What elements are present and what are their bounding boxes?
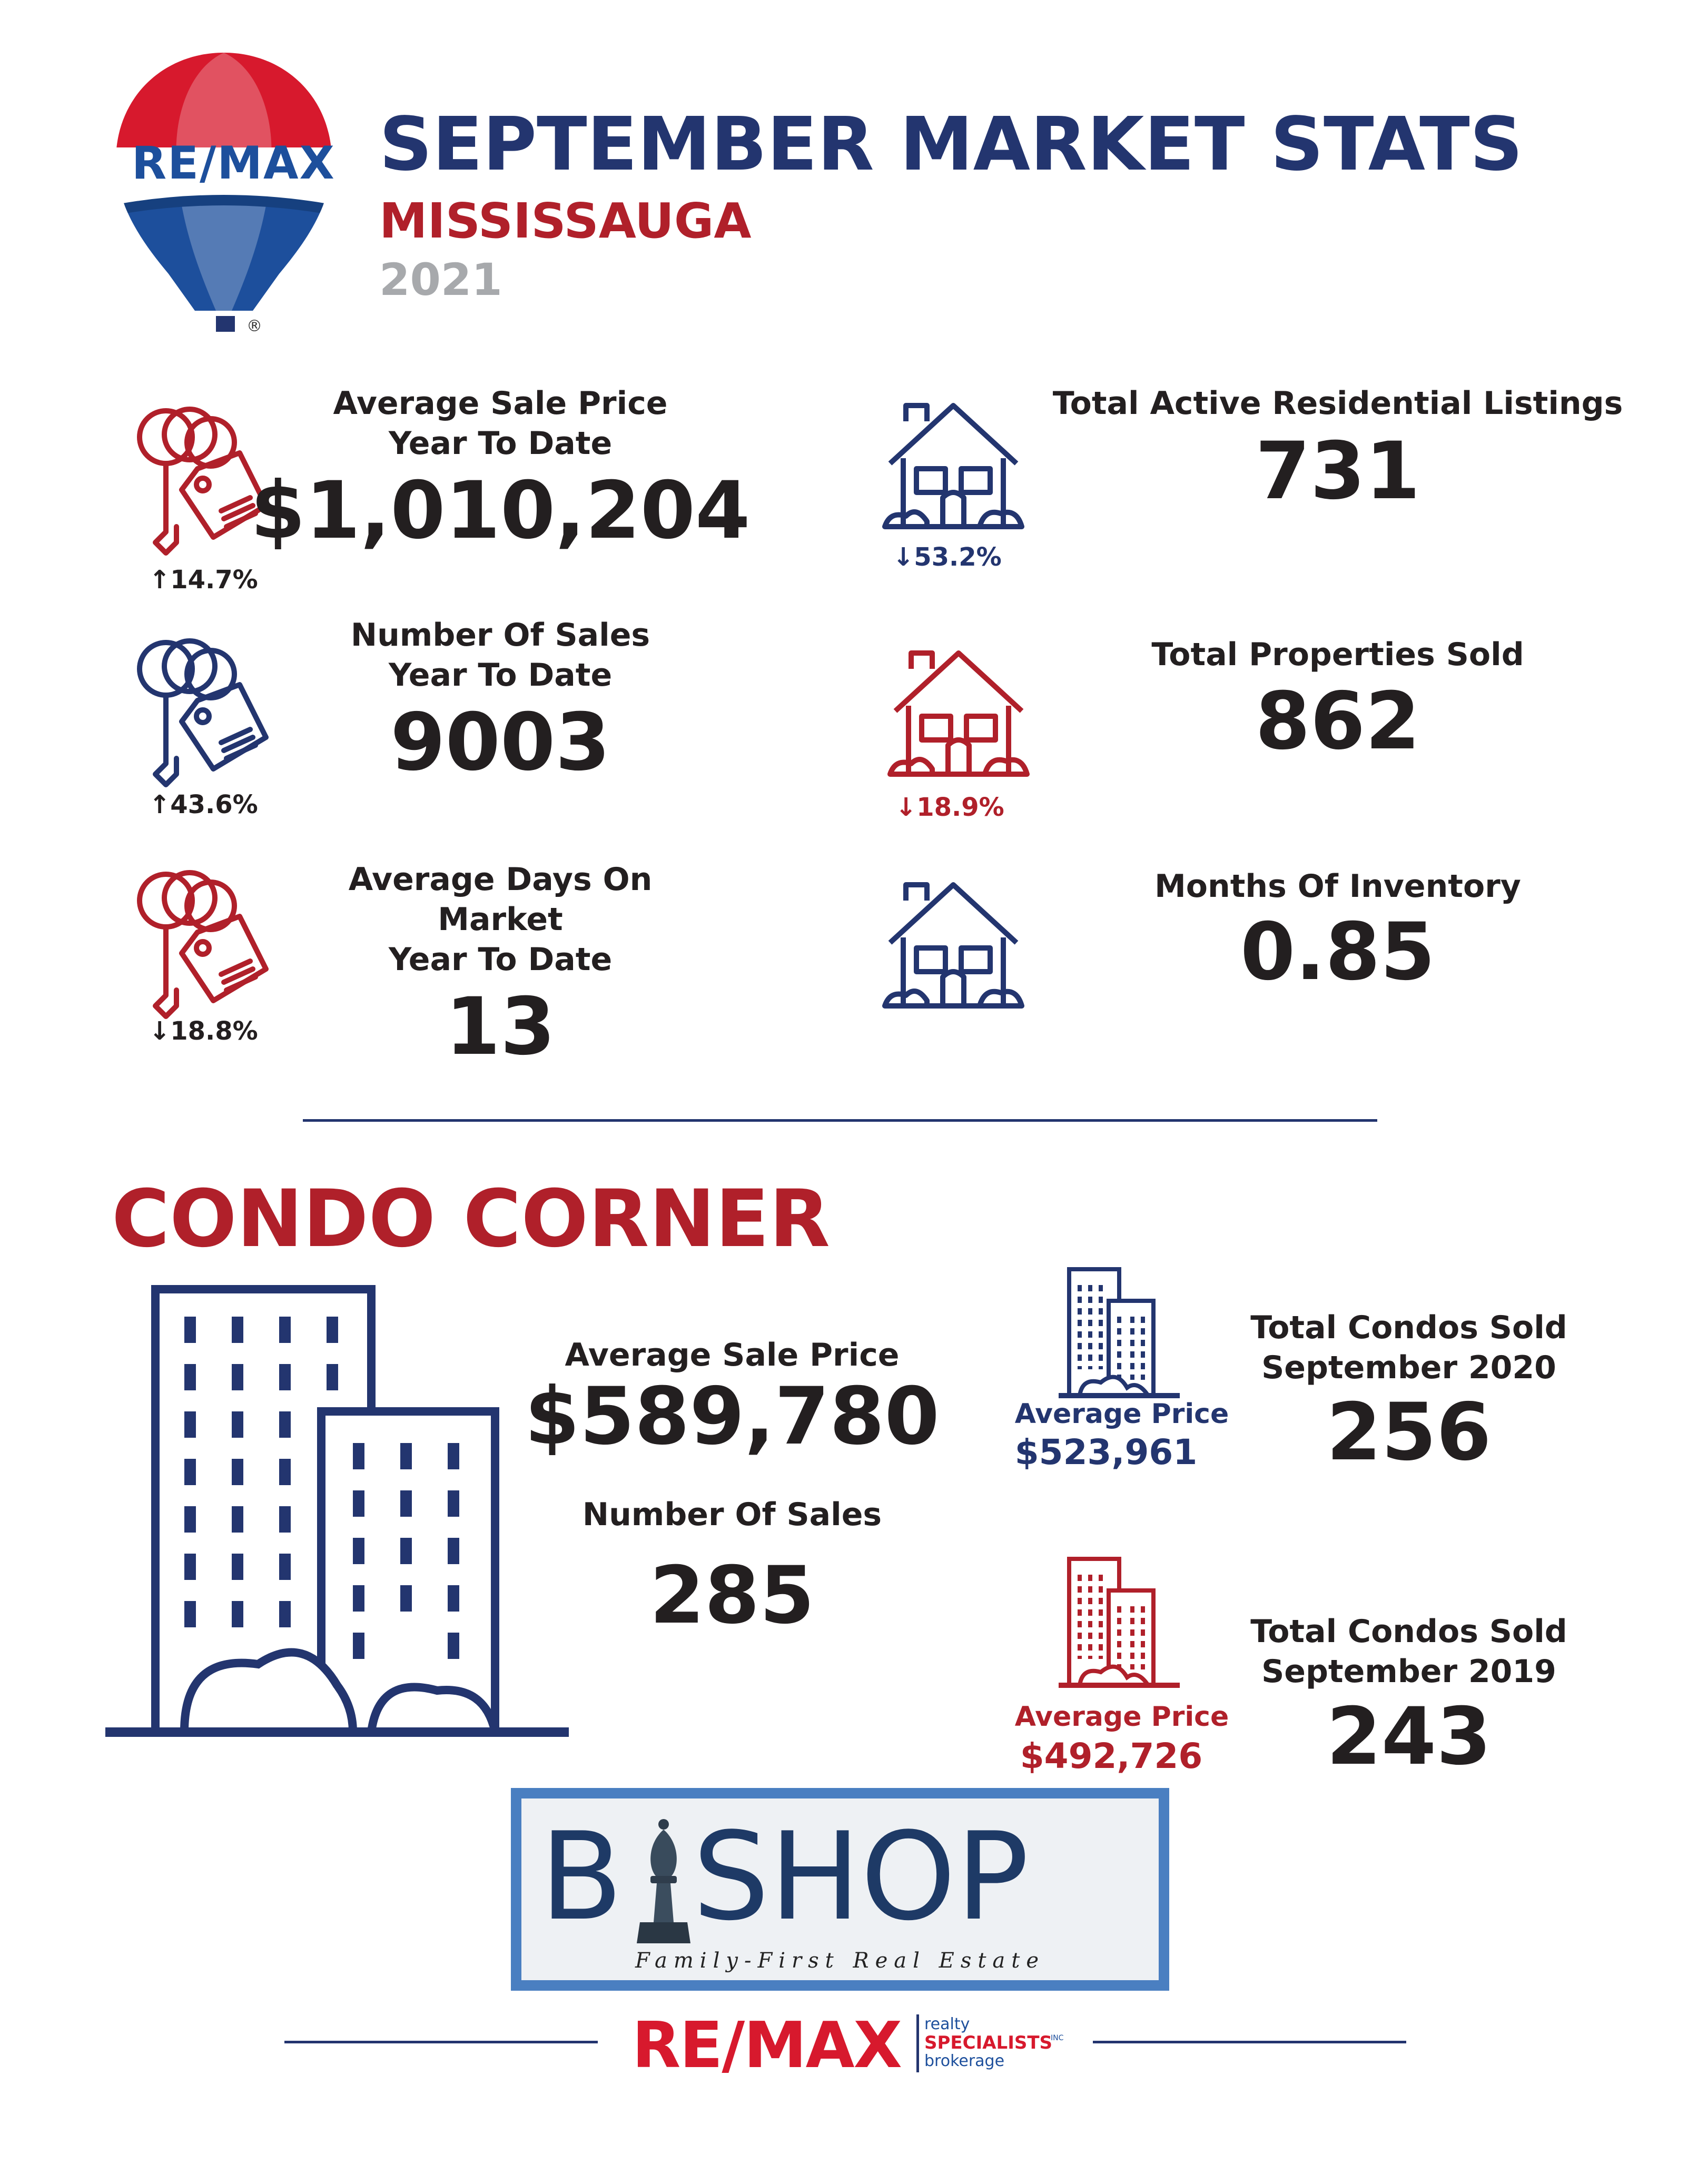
change-indicator: ↓18.8% [149,1016,258,1046]
compare-avg-value: $523,961 [1014,1432,1198,1473]
change-indicator: ↑14.7% [149,565,258,595]
stat-value: 0.85 [1240,906,1436,998]
stat-value: 731 [1255,426,1420,517]
keys-tag-icon [134,406,271,564]
footer-logo-divider [916,2014,919,2072]
bishop-logo-left: B [540,1807,623,1948]
stat-label: Year To Date [388,657,613,694]
page-title: SEPTEMBER MARKET STATS [379,102,1523,187]
balloon-logo-text: RE/MAX [132,137,335,190]
stat-label: Year To Date [388,941,613,978]
compare-avg-label: Average Price [1014,1398,1229,1430]
registered-mark: ® [246,317,262,335]
stat-label: Year To Date [388,425,613,462]
city-name: MISSISSAUGA [379,193,752,249]
condo-sales-value: 285 [649,1550,815,1642]
condo-tower-icon [1059,1554,1180,1691]
condo-tower-icon [1059,1264,1180,1401]
stat-label: Average Sale Price [333,385,668,422]
footer-remax-logo: RE/MAX [632,2009,902,2082]
stat-label: Market [438,901,563,938]
bishop-logo: B SHOP Family-First Real Estate [511,1788,1169,1991]
stat-label: Number Of Sales [350,617,650,654]
change-indicator: ↓53.2% [893,542,1002,572]
stat-label: Total Properties Sold [1151,636,1524,673]
stat-label: Months Of Inventory [1154,868,1521,905]
condo-building-icon [105,1285,569,1748]
house-icon [882,400,1024,537]
keys-tag-icon [134,869,271,1027]
house-icon [882,879,1024,1016]
keys-tag-icon [134,637,271,795]
footer-rule-left [284,2041,598,2043]
footer-logo-sub1: realty [924,2015,970,2033]
compare-label: Total Condos Sold [1250,1613,1567,1650]
compare-avg-value: $492,726 [1020,1736,1203,1776]
report-year: 2021 [379,254,502,305]
compare-label: September 2019 [1261,1653,1556,1690]
remax-balloon-logo: RE/MAX ® [111,47,337,342]
stat-label: Total Active Residential Listings [1052,385,1623,422]
footer-rule-right [1093,2041,1406,2043]
footer-logo-sub2: SPECIALISTS [924,2032,1053,2053]
stat-value: 862 [1255,676,1420,767]
change-indicator: ↓18.9% [895,793,1004,822]
section-divider [303,1119,1377,1122]
condo-sales-label: Number Of Sales [582,1496,882,1533]
chess-bishop-icon [635,1817,693,1946]
compare-label: September 2020 [1261,1349,1556,1386]
stat-value: 13 [445,981,556,1073]
footer-logo-sub3: brokerage [924,2052,1005,2070]
compare-label: Total Condos Sold [1250,1309,1567,1346]
stat-value: 9003 [390,697,610,788]
compare-value: 256 [1326,1387,1492,1478]
condo-heading: CONDO CORNER [112,1173,830,1265]
bishop-tagline: Family-First Real Estate [635,1949,1045,1973]
stat-label: Average Days On [348,861,653,898]
compare-value: 243 [1326,1691,1492,1783]
change-indicator: ↑43.6% [149,790,258,819]
stat-value: $1,010,204 [250,465,751,557]
house-icon [887,648,1030,785]
bishop-logo-right: SHOP [693,1807,1029,1948]
condo-avg-price-value: $589,780 [525,1371,940,1462]
compare-avg-label: Average Price [1014,1701,1229,1733]
condo-avg-price-label: Average Sale Price [565,1337,900,1373]
footer-logo-inc: INC [1051,2034,1064,2042]
